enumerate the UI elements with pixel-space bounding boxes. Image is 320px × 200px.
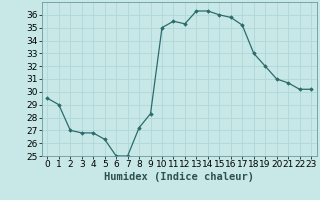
X-axis label: Humidex (Indice chaleur): Humidex (Indice chaleur) [104,172,254,182]
